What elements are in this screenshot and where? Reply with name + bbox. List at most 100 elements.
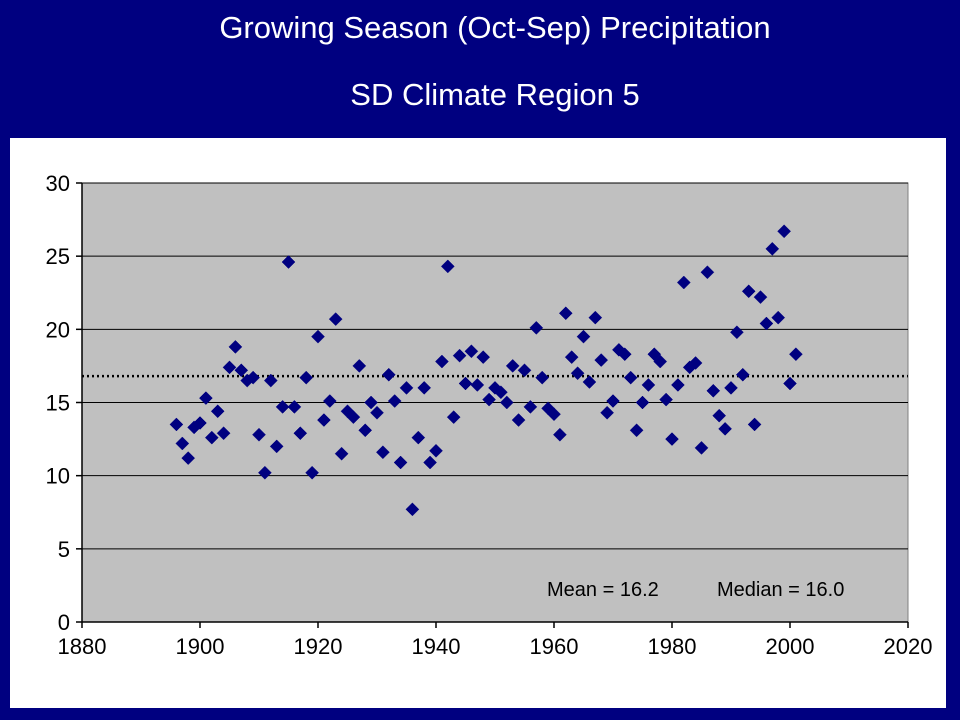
data-point	[423, 455, 437, 470]
data-point	[452, 348, 467, 363]
data-point	[193, 416, 207, 430]
data-point	[334, 446, 349, 461]
data-point	[712, 408, 727, 423]
x-tick-label: 1880	[58, 634, 107, 659]
data-point	[617, 347, 632, 362]
data-point	[759, 316, 774, 331]
data-point	[553, 427, 567, 442]
data-point	[706, 383, 721, 398]
y-tick-label: 15	[46, 391, 70, 416]
y-tick-label: 0	[58, 610, 70, 635]
tick-labels: 0 5 10 15 20 25 30 1880 1900 1920 1940 1960 1980 2000…	[46, 171, 933, 659]
data-point	[718, 421, 732, 436]
data-point	[676, 275, 691, 290]
data-point	[505, 359, 520, 373]
data-point	[570, 366, 585, 381]
data-point	[169, 417, 184, 432]
data-point	[429, 443, 443, 458]
data-point	[659, 392, 673, 407]
y-tick-label: 20	[46, 317, 70, 342]
data-point	[258, 465, 272, 480]
data-point	[293, 426, 308, 441]
data-point	[234, 363, 249, 378]
mean-annotation: Mean = 16.2	[547, 579, 659, 601]
data-point	[753, 290, 768, 304]
x-tick-label: 1980	[648, 634, 697, 659]
data-point	[311, 329, 325, 344]
data-point	[694, 441, 709, 455]
data-point	[488, 381, 502, 395]
data-point	[317, 413, 331, 427]
data-point	[594, 353, 609, 367]
data-point	[523, 400, 538, 414]
data-point	[623, 370, 638, 385]
data-point	[771, 310, 786, 325]
data-point	[381, 367, 396, 382]
data-point	[181, 451, 196, 465]
data-point	[724, 381, 738, 395]
data-point	[635, 395, 650, 410]
data-point	[499, 395, 514, 410]
scatter-chart: 0 5 10 15 20 25 30 1880 1900 1920 1940 1960 1980 2000…	[46, 171, 933, 659]
data-point	[440, 259, 455, 274]
y-tick-label: 10	[46, 464, 70, 489]
data-point	[269, 439, 284, 454]
data-point	[564, 350, 579, 364]
data-point	[417, 381, 432, 395]
data-point	[376, 445, 390, 460]
data-point	[370, 405, 384, 420]
data-point	[287, 400, 302, 414]
data-point	[299, 370, 314, 385]
data-point	[222, 360, 237, 375]
chart-title: Growing Season (Oct-Sep) Precipitation	[219, 10, 771, 45]
data-point	[204, 430, 219, 445]
data-point	[517, 363, 532, 378]
data-point	[606, 394, 620, 408]
data-point	[576, 329, 591, 344]
data-point	[464, 344, 479, 359]
data-point	[411, 430, 426, 445]
data-point	[700, 265, 715, 280]
data-point	[405, 502, 420, 517]
data-point	[629, 423, 644, 438]
data-point	[387, 394, 402, 408]
data-point	[747, 417, 762, 432]
data-point	[476, 350, 491, 364]
x-tick-label: 1940	[412, 634, 461, 659]
x-tick-label: 2000	[766, 634, 815, 659]
x-tick-label: 2020	[884, 634, 933, 659]
data-point	[671, 378, 685, 392]
data-point	[558, 306, 573, 321]
data-point	[600, 405, 614, 420]
data-point	[175, 436, 190, 451]
data-point	[470, 378, 485, 392]
data-point	[535, 370, 550, 385]
data-point	[352, 359, 367, 373]
x-tick-label: 1920	[294, 634, 343, 659]
data-point	[364, 395, 378, 410]
data-point	[246, 370, 260, 385]
data-point	[665, 432, 679, 446]
data-point	[494, 385, 508, 400]
data-point	[263, 373, 278, 388]
data-point	[735, 367, 750, 382]
data-point	[730, 325, 744, 340]
data-point	[210, 404, 225, 419]
data-points	[169, 224, 803, 517]
data-point	[399, 381, 414, 395]
chart-subtitle: SD Climate Region 5	[350, 77, 640, 112]
data-point	[275, 400, 290, 414]
data-point	[228, 340, 243, 354]
data-point	[216, 426, 231, 441]
data-point	[199, 391, 213, 405]
data-point	[482, 392, 496, 407]
data-point	[328, 312, 343, 326]
data-point	[281, 255, 296, 269]
data-point	[435, 354, 449, 369]
data-point	[305, 465, 319, 480]
data-point	[547, 407, 561, 422]
data-point	[765, 241, 780, 256]
data-point	[582, 375, 597, 389]
gridlines	[82, 182, 908, 550]
data-point	[741, 284, 756, 299]
